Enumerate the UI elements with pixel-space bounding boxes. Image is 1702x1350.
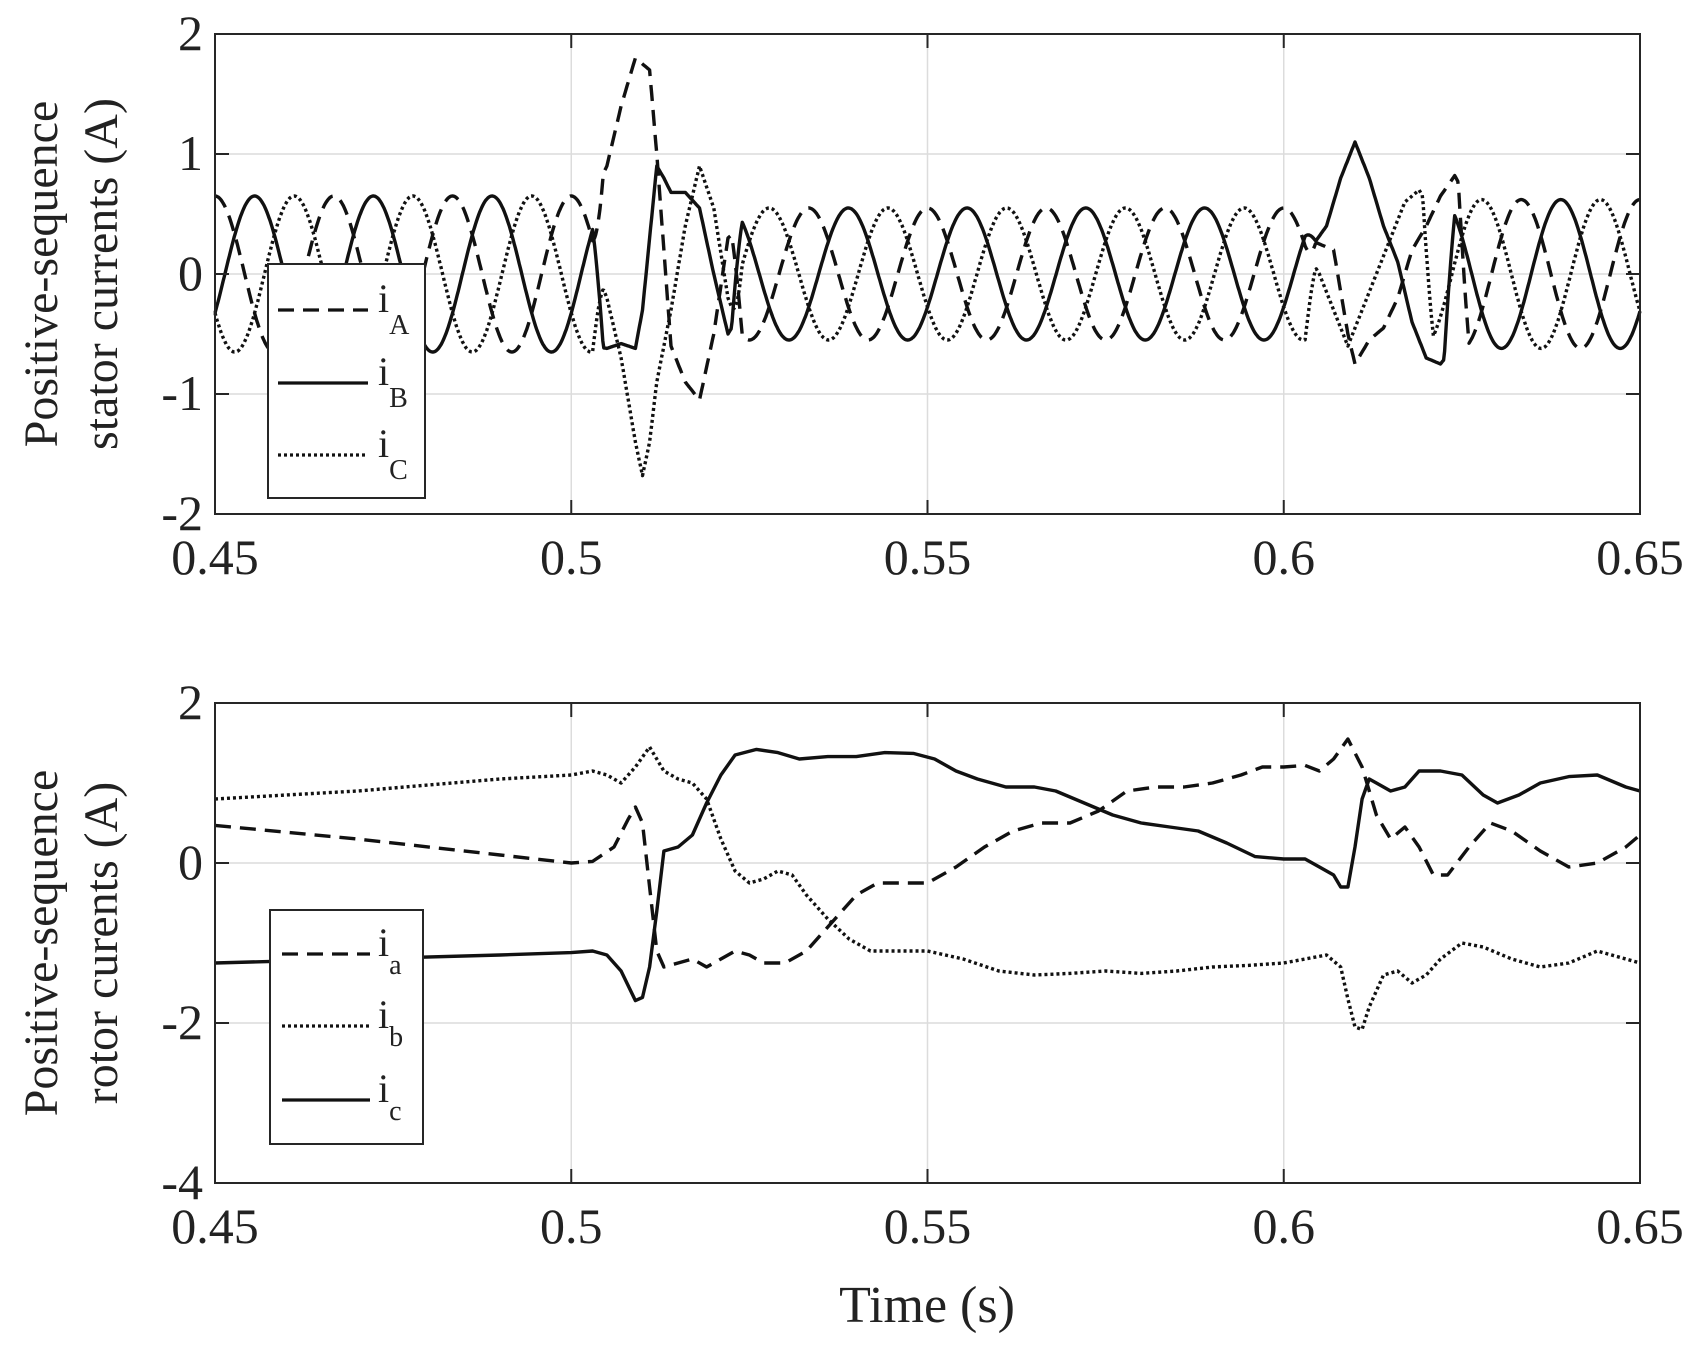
stator-y-ticks: -2 -1 0 1 2 — [161, 5, 1640, 541]
legend-ic-label: ic — [378, 1066, 402, 1127]
legend-iC-label: iC — [378, 421, 408, 486]
x-tick-label: 0.6 — [1253, 529, 1316, 585]
stator-legend-box — [267, 263, 426, 499]
y-tick-label: 0 — [178, 834, 203, 890]
rotor-ylabel-line1: Positive-sequence — [15, 770, 68, 1117]
legend-iC-sub: C — [389, 455, 408, 486]
legend-iB-label: iB — [378, 349, 408, 414]
series-line-iC — [213, 164, 1642, 478]
legend-ib-main: i — [378, 992, 389, 1037]
legend-ia-sub: a — [389, 950, 402, 981]
legend-iB-main: i — [378, 349, 389, 394]
y-tick-label: -2 — [161, 485, 203, 541]
rotor-y-ticks: -4 -2 0 2 — [161, 674, 1640, 1210]
x-tick-label: 0.45 — [171, 529, 259, 585]
rotor-ylabel-line2: rotor curents (A) — [75, 782, 128, 1105]
stator-legend: iA iB iC — [267, 263, 426, 499]
x-tick-label: 0.65 — [1596, 529, 1684, 585]
legend-ia-label: ia — [378, 920, 402, 981]
legend-iA-label: iA — [378, 276, 410, 341]
y-tick-label: 1 — [178, 125, 203, 181]
y-tick-label: -4 — [161, 1154, 203, 1210]
rotor-currents-panel: 0.45 0.5 0.55 0.6 0.65 -4 -2 0 2 Positive-seque… — [15, 674, 1684, 1334]
x-tick-label: 0.55 — [884, 1198, 972, 1254]
stator-ylabel-line1: Positive-sequence — [15, 101, 68, 448]
series-line-ia — [214, 737, 1642, 969]
rotor-xlabel: Time (s) — [839, 1277, 1015, 1334]
rotor-x-ticks: 0.45 0.5 0.55 0.6 0.65 — [171, 703, 1684, 1254]
rotor-series-group — [214, 737, 1642, 1032]
y-tick-label: -2 — [161, 994, 203, 1050]
y-tick-label: 2 — [178, 5, 203, 61]
x-tick-label: 0.5 — [540, 529, 603, 585]
series-line-ic — [214, 747, 1641, 1003]
x-tick-label: 0.6 — [1253, 1198, 1316, 1254]
legend-iB-sub: B — [389, 383, 408, 414]
stator-x-ticks: 0.45 0.5 0.55 0.6 0.65 — [171, 34, 1684, 585]
stator-ylabel-line2: stator currents (A) — [75, 98, 128, 450]
stator-series-group — [213, 56, 1642, 478]
series-line-ib — [214, 745, 1641, 1032]
x-tick-label: 0.45 — [171, 1198, 259, 1254]
legend-ia-main: i — [378, 920, 389, 965]
legend-iA-main: i — [378, 276, 389, 321]
legend-iC-main: i — [378, 421, 389, 466]
x-tick-label: 0.65 — [1596, 1198, 1684, 1254]
legend-ib-sub: b — [389, 1022, 403, 1053]
rotor-grid — [215, 703, 1640, 1183]
y-tick-label: -1 — [161, 365, 203, 421]
legend-ib-label: ib — [378, 992, 403, 1053]
legend-ic-sub: c — [389, 1096, 401, 1127]
stator-grid — [215, 34, 1640, 514]
x-tick-label: 0.5 — [540, 1198, 603, 1254]
legend-iA-sub: A — [389, 310, 410, 341]
y-tick-label: 2 — [178, 674, 203, 730]
stator-currents-panel: 0.45 0.5 0.55 0.6 0.65 -2 -1 0 1 2 Positive-sequ… — [15, 5, 1684, 585]
x-tick-label: 0.55 — [884, 529, 972, 585]
rotor-legend: ia ib ic — [269, 909, 424, 1145]
legend-ic-main: i — [378, 1066, 389, 1111]
y-tick-label: 0 — [178, 245, 203, 301]
